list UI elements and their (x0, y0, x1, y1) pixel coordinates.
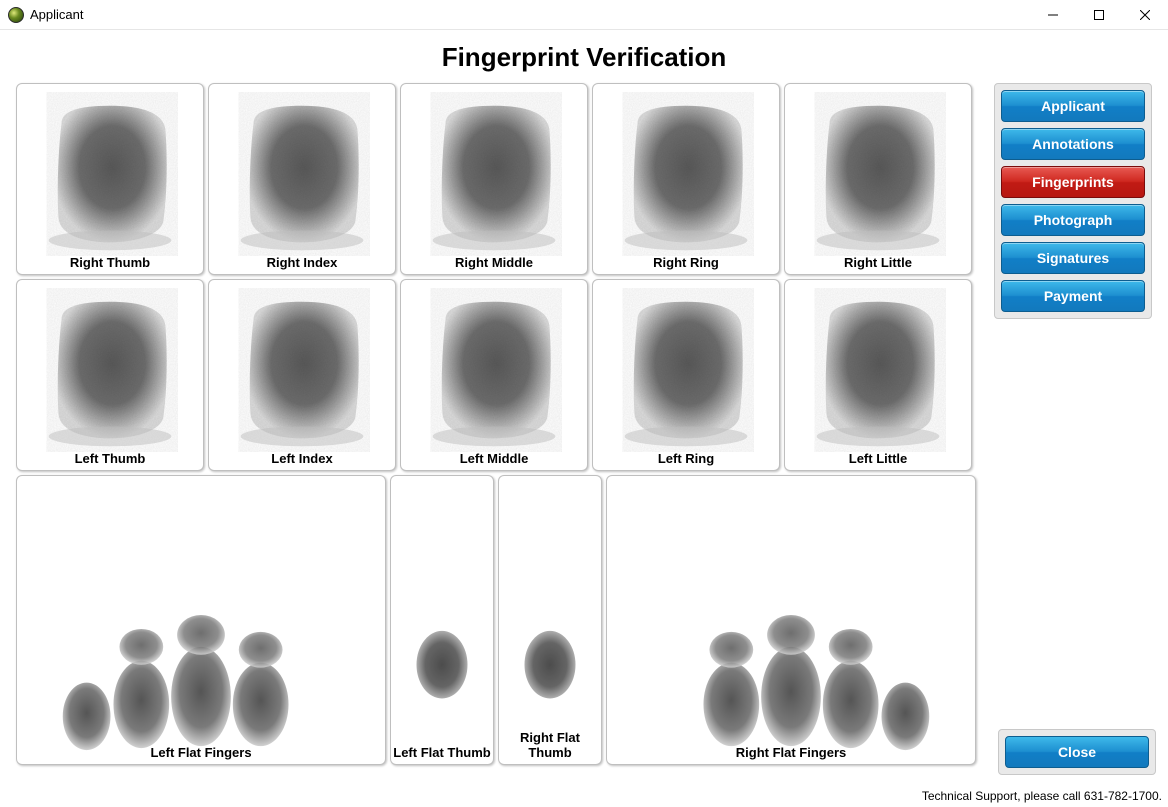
fingerprint-card[interactable]: Right Flat Thumb (498, 475, 602, 765)
page-title: Fingerprint Verification (0, 42, 1168, 73)
fingerprint-card[interactable]: Left Index (208, 279, 396, 471)
fingerprint-label: Left Ring (593, 451, 779, 466)
fingerprint-card[interactable]: Right Thumb (16, 83, 204, 275)
fingerprint-card[interactable]: Right Ring (592, 83, 780, 275)
fingerprint-label: Left Flat Fingers (17, 745, 385, 760)
window-controls (1030, 0, 1168, 29)
fingerprint-label: Left Middle (401, 451, 587, 466)
close-window-button[interactable] (1122, 0, 1168, 29)
nav-button-fingerprints[interactable]: Fingerprints (1001, 166, 1145, 198)
fingerprint-label: Right Middle (401, 255, 587, 270)
fingerprint-card[interactable]: Left Flat Thumb (390, 475, 494, 765)
fingerprint-label: Right Index (209, 255, 395, 270)
fingerprint-card[interactable]: Left Little (784, 279, 972, 471)
fingerprint-grid: Right Thumb Right Index (16, 83, 978, 769)
maximize-icon (1094, 10, 1104, 20)
fingerprint-card[interactable]: Right Little (784, 83, 972, 275)
nav-button-applicant[interactable]: Applicant (1001, 90, 1145, 122)
maximize-button[interactable] (1076, 0, 1122, 29)
close-button[interactable]: Close (1005, 736, 1149, 768)
fingerprint-card[interactable]: Left Middle (400, 279, 588, 471)
nav-button-annotations[interactable]: Annotations (1001, 128, 1145, 160)
fingerprint-label: Left Flat Thumb (391, 745, 493, 760)
app-icon (8, 7, 24, 23)
window-title: Applicant (30, 7, 83, 22)
fingerprint-card[interactable]: Left Flat Fingers (16, 475, 386, 765)
support-text: Technical Support, please call 631-782-1… (922, 789, 1162, 803)
nav-button-payment[interactable]: Payment (1001, 280, 1145, 312)
close-panel: Close (998, 729, 1156, 775)
fingerprint-label: Right Little (785, 255, 971, 270)
fingerprint-label: Right Flat Fingers (607, 745, 975, 760)
fingerprint-label: Left Thumb (17, 451, 203, 466)
nav-button-photograph[interactable]: Photograph (1001, 204, 1145, 236)
fingerprint-card[interactable]: Right Middle (400, 83, 588, 275)
fingerprint-label: Left Index (209, 451, 395, 466)
minimize-icon (1048, 10, 1058, 20)
fingerprint-label: Right Ring (593, 255, 779, 270)
fingerprint-card[interactable]: Right Index (208, 83, 396, 275)
fingerprint-card[interactable]: Left Thumb (16, 279, 204, 471)
nav-panel: Applicant Annotations Fingerprints Photogra… (994, 83, 1152, 319)
nav-button-signatures[interactable]: Signatures (1001, 242, 1145, 274)
fingerprint-label: Left Little (785, 451, 971, 466)
fingerprint-card[interactable]: Right Flat Fingers (606, 475, 976, 765)
minimize-button[interactable] (1030, 0, 1076, 29)
fingerprint-label: Right Thumb (17, 255, 203, 270)
titlebar: Applicant (0, 0, 1168, 30)
close-icon (1140, 10, 1150, 20)
fingerprint-card[interactable]: Left Ring (592, 279, 780, 471)
fingerprint-label: Right Flat Thumb (499, 730, 601, 760)
